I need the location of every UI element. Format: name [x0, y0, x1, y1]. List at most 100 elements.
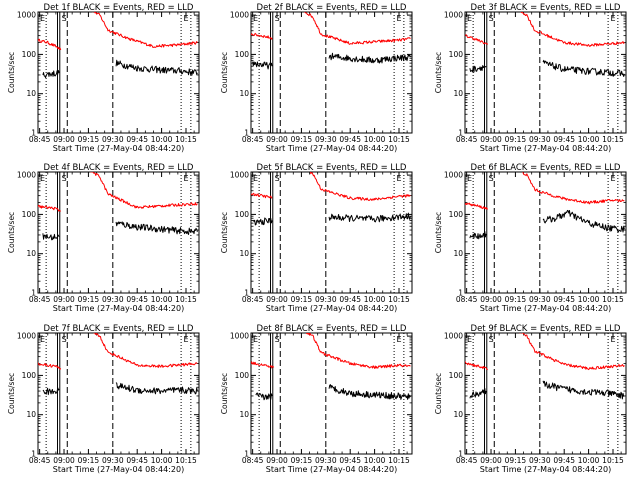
event-rate-line	[252, 61, 273, 70]
x-axis-label: Start Time (27-May-04 08:44:20)	[266, 465, 397, 474]
x-tick-label: 09:00	[53, 295, 75, 304]
event-label-start: E	[467, 174, 472, 183]
y-tick-label: 1	[458, 289, 463, 298]
trace-group	[38, 333, 198, 396]
y-axis-label: Counts/sec	[7, 212, 16, 253]
y-tick-label: 1000	[230, 332, 249, 341]
y-tick-label: 1	[244, 450, 249, 459]
plot-frame	[250, 11, 413, 134]
x-tick-label: 09:15	[505, 295, 527, 304]
event-label-end: E	[397, 14, 402, 23]
x-tick-label: 10:15	[175, 295, 197, 304]
panel-title: Det 2f BLACK = Events, RED = LLD	[257, 3, 407, 13]
y-tick-label: 1	[31, 129, 36, 138]
lld-rate-line	[304, 12, 411, 45]
x-tick-label: 10:15	[388, 456, 410, 465]
trace-group	[465, 172, 625, 240]
plot-frame	[37, 11, 200, 134]
x-tick-label: 09:00	[53, 135, 75, 144]
event-label-end: E	[184, 14, 189, 23]
x-tick-label: 09:15	[291, 295, 313, 304]
y-tick-label: 1000	[230, 171, 249, 180]
x-tick-label: 10:15	[602, 456, 624, 465]
y-tick-label: 10	[453, 89, 463, 98]
event-label-start: E	[467, 335, 472, 344]
x-axis-label: Start Time (27-May-04 08:44:20)	[53, 465, 184, 474]
x-tick-label: 08:45	[29, 295, 51, 304]
y-tick-label: 10	[26, 89, 36, 98]
x-tick-label: 08:45	[456, 295, 478, 304]
event-label-start: E	[40, 174, 45, 183]
y-axis-label: Counts/sec	[7, 373, 16, 414]
panel-det-3: Det 3f BLACK = Events, RED = LLD 1 10 100 10…	[434, 3, 627, 153]
event-label-start: E	[253, 14, 258, 23]
event-label-mid: S	[489, 335, 494, 344]
lld-rate-line	[465, 202, 489, 210]
panel-det-5: Det 5f BLACK = Events, RED = LLD 1 10 100 10…	[220, 163, 413, 313]
lld-rate-line	[91, 12, 198, 48]
lld-rate-line	[520, 12, 625, 48]
trace-group	[38, 172, 198, 241]
event-label-start: E	[40, 335, 45, 344]
event-rate-line	[469, 65, 487, 73]
event-label-mid: S	[275, 335, 280, 344]
x-axis-label: Start Time (27-May-04 08:44:20)	[266, 144, 397, 153]
plot-frame	[464, 11, 627, 134]
event-label-mid: S	[275, 14, 280, 23]
lld-rate-line	[519, 333, 625, 371]
x-tick-label: 09:15	[505, 135, 527, 144]
y-tick-label: 1000	[230, 11, 249, 20]
lld-rate-line	[251, 32, 273, 40]
x-axis-label: Start Time (27-May-04 08:44:20)	[266, 304, 397, 313]
trace-group	[251, 333, 411, 401]
x-tick-label: 09:45	[339, 135, 361, 144]
x-tick-label: 09:30	[529, 295, 551, 304]
x-tick-label: 09:00	[266, 295, 288, 304]
y-tick-label: 100	[449, 371, 464, 380]
event-rate-line	[542, 380, 625, 400]
x-tick-label: 08:45	[242, 135, 264, 144]
event-rate-line	[115, 382, 198, 395]
x-tick-label: 09:00	[266, 135, 288, 144]
panel-det-1: Det 1f BLACK = Events, RED = LLD 1 10 100 10…	[7, 3, 200, 153]
y-tick-label: 10	[26, 410, 36, 419]
x-tick-label: 10:00	[151, 295, 173, 304]
lld-rate-line	[465, 361, 488, 371]
x-tick-label: 09:00	[53, 456, 75, 465]
event-label-end: E	[397, 174, 402, 183]
y-tick-label: 1000	[444, 332, 463, 341]
x-tick-label: 09:45	[126, 295, 148, 304]
x-tick-label: 09:45	[553, 135, 575, 144]
x-tick-label: 10:00	[364, 295, 386, 304]
x-tick-label: 10:00	[151, 135, 173, 144]
event-rate-line	[115, 59, 198, 76]
x-tick-label: 09:30	[315, 295, 337, 304]
x-tick-label: 09:00	[480, 456, 502, 465]
x-tick-label: 10:00	[578, 295, 600, 304]
x-tick-label: 09:45	[126, 456, 148, 465]
x-tick-label: 09:30	[315, 135, 337, 144]
x-tick-label: 10:00	[578, 456, 600, 465]
x-tick-label: 10:00	[151, 456, 173, 465]
y-tick-label: 100	[22, 50, 37, 59]
lld-rate-line	[251, 192, 273, 199]
event-label-end: E	[611, 14, 616, 23]
y-tick-label: 1	[244, 129, 249, 138]
event-rate-line	[255, 392, 273, 401]
event-rate-line	[42, 233, 60, 241]
x-tick-label: 09:45	[339, 456, 361, 465]
x-tick-label: 09:15	[78, 295, 100, 304]
y-tick-label: 1000	[444, 171, 463, 180]
x-tick-label: 08:45	[242, 456, 264, 465]
panel-det-7: Det 7f BLACK = Events, RED = LLD 1 10 100 10…	[7, 324, 200, 474]
event-label-end: E	[611, 335, 616, 344]
x-tick-label: 09:30	[315, 456, 337, 465]
y-tick-label: 10	[239, 249, 249, 258]
event-label-end: E	[397, 335, 402, 344]
panel-title: Det 1f BLACK = Events, RED = LLD	[44, 3, 194, 13]
trace-group	[251, 172, 411, 226]
plot-frame	[37, 332, 200, 455]
y-tick-label: 1	[31, 289, 36, 298]
trace-group	[465, 12, 625, 77]
y-tick-label: 100	[22, 210, 37, 219]
